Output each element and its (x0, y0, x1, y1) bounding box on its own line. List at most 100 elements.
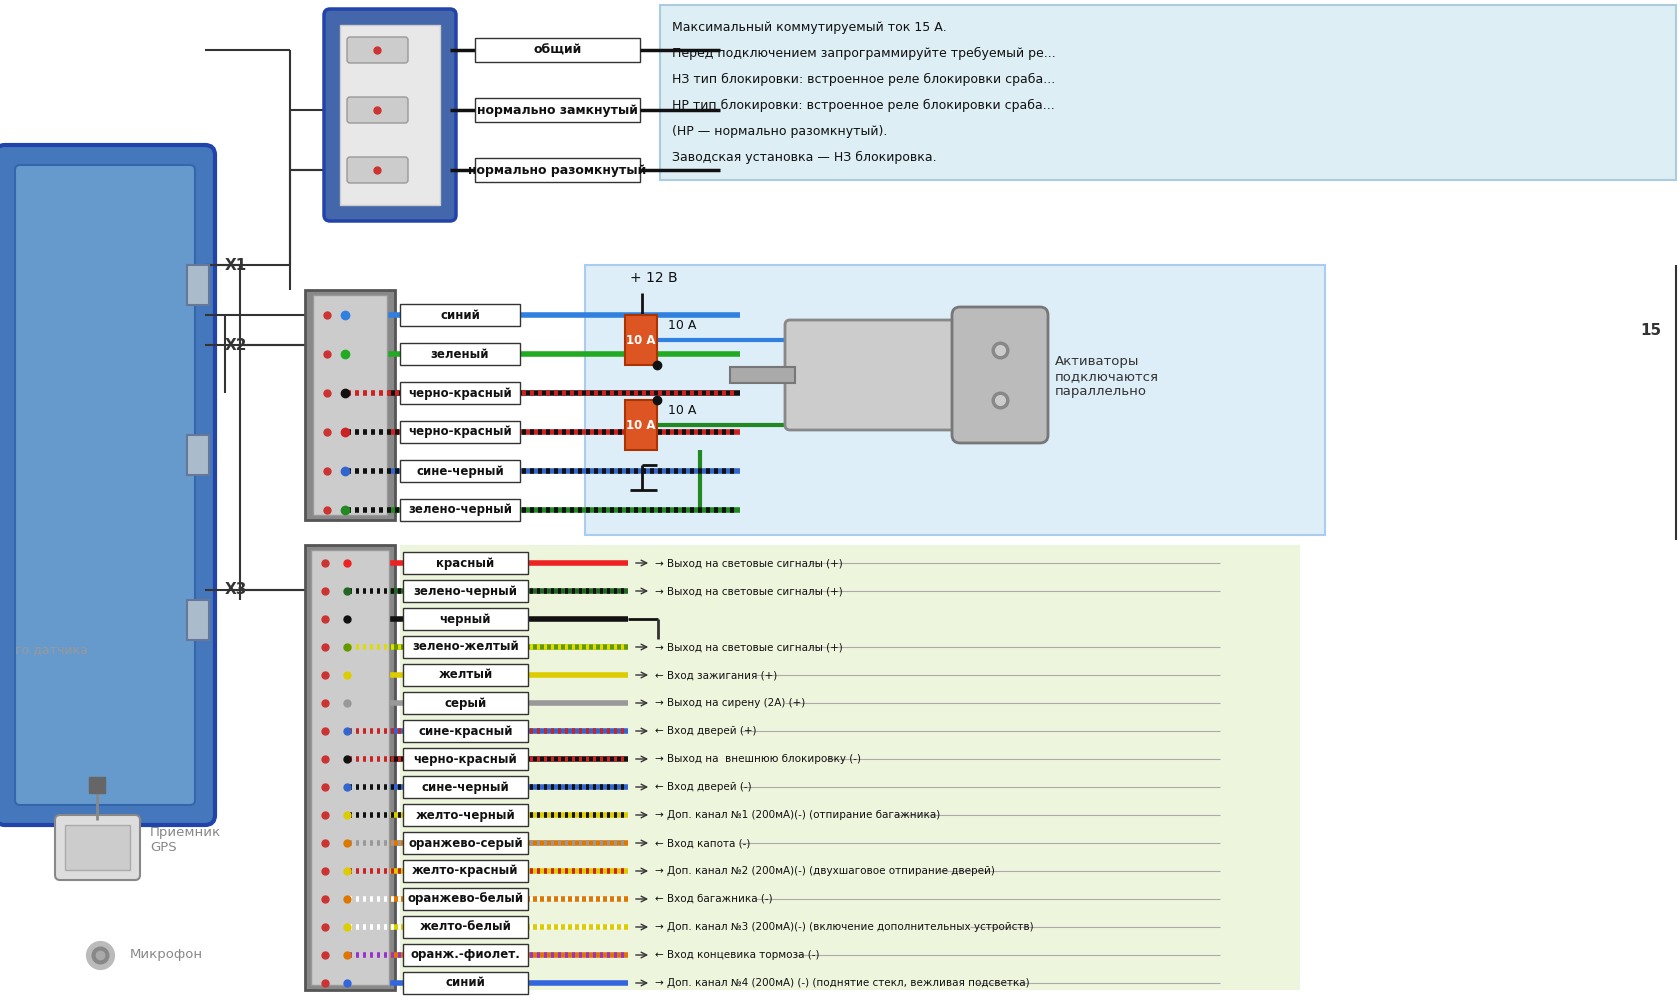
Text: го датчика: го датчика (15, 644, 87, 657)
Text: черно-красный: черно-красный (413, 752, 517, 766)
Text: Заводская установка — НЗ блокировка.: Заводская установка — НЗ блокировка. (672, 151, 936, 164)
Text: 10 А: 10 А (627, 418, 655, 432)
Text: зелено-желтый: зелено-желтый (412, 641, 519, 654)
Bar (403, 720, 528, 742)
Text: → Доп. канал №3 (200мА)(-) (включение дополнительных устройств): → Доп. канал №3 (200мА)(-) (включение до… (655, 921, 1033, 932)
Text: → Доп. канал №4 (200мА) (-) (поднятие стекл, вежливая подсветка): → Доп. канал №4 (200мА) (-) (поднятие ст… (655, 978, 1030, 988)
Text: → Выход на сирену (2А) (+): → Выход на сирену (2А) (+) (655, 698, 805, 708)
Text: нормально разомкнутый: нормально разомкнутый (469, 164, 647, 176)
Bar (660, 5, 1675, 180)
Text: ← Вход капота (-): ← Вход капота (-) (655, 838, 749, 848)
Text: Максимальный коммутируемый ток 15 А.: Максимальный коммутируемый ток 15 А. (672, 21, 946, 34)
Bar (403, 608, 528, 630)
Text: оранж.-фиолет.: оранж.-фиолет. (410, 949, 521, 962)
Text: черный: черный (440, 613, 491, 626)
Bar (403, 972, 528, 994)
Text: ← Вход дверей (-): ← Вход дверей (-) (655, 782, 751, 792)
Text: Перед подключением запрограммируйте требуемый ре...: Перед подключением запрограммируйте треб… (672, 47, 1055, 60)
Text: Микрофон: Микрофон (129, 949, 203, 962)
FancyBboxPatch shape (346, 97, 408, 123)
Text: ← Вход концевика тормоза (-): ← Вход концевика тормоза (-) (655, 950, 820, 960)
Bar (312, 295, 386, 515)
Bar (186, 265, 208, 305)
Text: серый: серый (444, 696, 486, 709)
Text: → Выход на  внешнюю блокировку (-): → Выход на внешнюю блокировку (-) (655, 754, 860, 764)
Text: сине-красный: сине-красный (418, 724, 512, 737)
Text: сине-черный: сине-черный (417, 465, 504, 478)
Bar (403, 944, 528, 966)
Text: зелено-черный: зелено-черный (408, 503, 512, 516)
Text: → Выход на световые сигналы (+): → Выход на световые сигналы (+) (655, 558, 842, 568)
Bar (403, 636, 528, 658)
Text: нормально замкнутый: нормально замкнутый (477, 104, 637, 117)
Text: + 12 В: + 12 В (630, 271, 677, 285)
Bar (400, 499, 519, 521)
FancyBboxPatch shape (346, 157, 408, 183)
Bar (403, 888, 528, 910)
Text: → Выход на световые сигналы (+): → Выход на световые сигналы (+) (655, 586, 842, 596)
Bar (304, 290, 395, 520)
Bar (400, 421, 519, 443)
Text: 10 А: 10 А (667, 403, 696, 416)
Text: черно-красный: черно-красный (408, 426, 512, 439)
Bar (403, 580, 528, 602)
Bar (475, 98, 640, 122)
Text: желто-белый: желто-белый (420, 920, 511, 934)
Bar (186, 600, 208, 640)
Bar (403, 692, 528, 714)
Text: зелено-черный: зелено-черный (413, 584, 517, 598)
Bar (403, 860, 528, 882)
Text: желто-красный: желто-красный (412, 864, 519, 877)
Text: синий: синий (440, 309, 480, 322)
Text: НР тип блокировки: встроенное реле блокировки сраба...: НР тип блокировки: встроенное реле блоки… (672, 99, 1053, 112)
Text: Приемник
GPS: Приемник GPS (150, 826, 222, 854)
Bar (403, 664, 528, 686)
Text: X2: X2 (225, 337, 247, 352)
FancyBboxPatch shape (951, 307, 1047, 443)
FancyBboxPatch shape (785, 320, 984, 430)
Bar (403, 832, 528, 854)
Bar (403, 552, 528, 574)
Bar (585, 265, 1324, 535)
Bar (400, 382, 519, 404)
Text: черно-красный: черно-красный (408, 386, 512, 399)
Bar (403, 748, 528, 770)
Text: НЗ тип блокировки: встроенное реле блокировки сраба...: НЗ тип блокировки: встроенное реле блоки… (672, 73, 1055, 87)
Text: 10 А: 10 А (667, 319, 696, 332)
Bar (625, 315, 657, 365)
Text: 10 А: 10 А (627, 334, 655, 346)
Bar (339, 25, 440, 205)
Text: зеленый: зеленый (430, 347, 489, 360)
Text: желтый: желтый (438, 669, 492, 681)
Text: X3: X3 (225, 582, 247, 598)
Text: оранжево-белый: оранжево-белый (407, 892, 522, 905)
Bar (400, 343, 519, 365)
Bar (400, 460, 519, 482)
Text: красный: красный (437, 556, 494, 569)
Text: желто-черный: желто-черный (415, 809, 516, 822)
Text: → Доп. канал №1 (200мА)(-) (отпирание багажника): → Доп. канал №1 (200мА)(-) (отпирание ба… (655, 810, 939, 820)
Text: X1: X1 (225, 258, 247, 273)
Text: → Доп. канал №2 (200мА)(-) (двухшаговое отпирание дверей): → Доп. канал №2 (200мА)(-) (двухшаговое … (655, 866, 995, 876)
Text: (НР — нормально разомкнутый).: (НР — нормально разомкнутый). (672, 125, 887, 138)
Bar (625, 400, 657, 450)
Text: сине-черный: сине-черный (422, 781, 509, 794)
FancyBboxPatch shape (0, 145, 215, 825)
Text: ← Вход зажигания (+): ← Вход зажигания (+) (655, 670, 776, 680)
Bar (729, 367, 795, 383)
Text: → Выход на световые сигналы (+): → Выход на световые сигналы (+) (655, 642, 842, 652)
Bar (403, 916, 528, 938)
FancyBboxPatch shape (324, 9, 455, 221)
Bar (304, 545, 395, 990)
Text: Активаторы
подключаются
параллельно: Активаторы подключаются параллельно (1055, 355, 1158, 398)
Bar (400, 304, 519, 326)
Text: синий: синий (445, 977, 486, 990)
Text: ← Вход дверей (+): ← Вход дверей (+) (655, 726, 756, 736)
Bar (311, 550, 388, 985)
Bar (400, 545, 1299, 990)
Text: ← Вход багажника (-): ← Вход багажника (-) (655, 894, 773, 904)
Bar (403, 776, 528, 798)
Bar (66, 825, 129, 870)
Text: общий: общий (533, 43, 581, 56)
Bar (186, 435, 208, 475)
